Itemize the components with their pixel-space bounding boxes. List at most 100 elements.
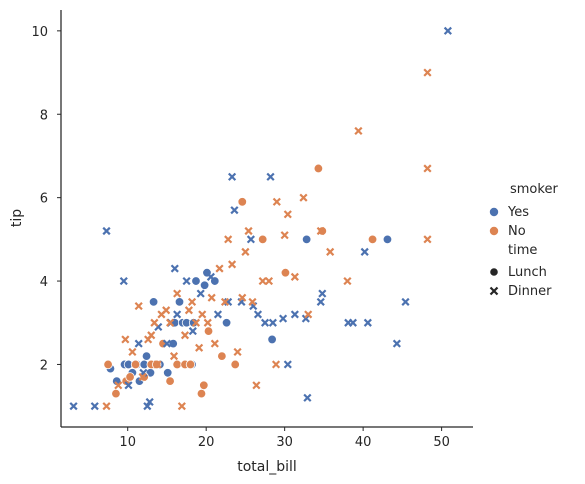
point-yes-dinner <box>228 172 237 181</box>
point-no-dinner <box>248 297 257 306</box>
point-no-dinner <box>187 297 197 306</box>
point-no-dinner <box>153 360 162 369</box>
point-yes-dinner <box>348 318 358 327</box>
legend: smoker Yes No time Lunch Dinner <box>488 182 558 299</box>
point-no-lunch <box>199 380 209 391</box>
point-no-lunch <box>185 359 196 370</box>
legend-label-dinner: Dinner <box>508 284 552 299</box>
point-yes-lunch <box>199 280 210 290</box>
point-yes-dinner <box>401 297 410 306</box>
legend-marker-yes <box>488 206 499 217</box>
point-no-dinner <box>203 318 212 327</box>
point-no-lunch <box>230 359 240 370</box>
point-no-dinner <box>304 310 313 319</box>
point-yes-dinner <box>182 276 191 286</box>
point-no-dinner <box>224 235 233 244</box>
legend-item-lunch: Lunch <box>489 265 547 280</box>
point-no-dinner <box>177 402 186 411</box>
point-yes-dinner <box>290 310 299 319</box>
y-axis-label: tip <box>9 209 25 227</box>
point-no-lunch <box>317 226 328 236</box>
point-no-dinner <box>244 226 253 236</box>
point-no-dinner <box>114 381 123 390</box>
point-no-dinner <box>423 68 432 77</box>
point-no-dinner <box>134 301 143 311</box>
scatter-marks <box>69 26 452 411</box>
point-no-lunch <box>111 388 121 399</box>
point-no-dinner <box>283 210 292 219</box>
point-no-dinner <box>184 306 193 315</box>
point-no-dinner <box>169 352 179 361</box>
point-yes-dinner <box>303 393 312 402</box>
point-yes-dinner <box>124 381 133 390</box>
point-no-dinner <box>264 276 274 286</box>
point-yes-lunch <box>174 297 185 307</box>
x-tick-label: 10 <box>119 435 136 450</box>
legend-marker-no <box>488 225 499 236</box>
y-tick-label: 10 <box>31 25 48 40</box>
point-yes-dinner <box>279 314 288 323</box>
legend-label-lunch: Lunch <box>508 265 547 280</box>
point-no-dinner <box>191 318 201 327</box>
point-no-dinner <box>354 126 363 136</box>
point-yes-dinner <box>102 226 111 236</box>
point-no-lunch <box>313 163 324 174</box>
point-no-dinner <box>198 310 207 319</box>
point-yes-dinner <box>246 235 255 244</box>
y-tick-label: 2 <box>40 358 48 373</box>
point-yes-dinner <box>134 339 143 348</box>
point-yes-lunch <box>191 276 201 286</box>
point-yes-dinner <box>301 314 310 323</box>
axes: 10 20 30 40 50 2 4 6 8 10 total_bill tip <box>9 10 473 475</box>
point-yes-lunch <box>188 318 199 328</box>
point-no-dinner <box>343 276 352 286</box>
legend-item-dinner: Dinner <box>489 284 552 299</box>
point-no-dinner <box>228 260 237 269</box>
legend-label-yes: Yes <box>507 205 529 220</box>
point-no-dinner <box>316 226 325 236</box>
point-no-lunch <box>203 326 214 336</box>
point-no-dinner <box>215 264 224 273</box>
point-yes-dinner <box>283 360 292 369</box>
point-no-dinner <box>138 372 147 382</box>
point-no-lunch <box>217 351 227 361</box>
point-no-dinner <box>423 164 432 173</box>
legend-hue-title: smoker <box>510 182 558 197</box>
point-yes-lunch <box>148 297 159 307</box>
point-yes-dinner <box>90 402 99 411</box>
point-no-lunch <box>103 359 113 370</box>
point-no-dinner <box>121 335 130 344</box>
legend-item-no: No <box>488 224 526 239</box>
point-no-dinner <box>252 381 261 390</box>
point-no-dinner <box>210 339 219 348</box>
point-no-dinner <box>102 402 111 411</box>
y-tick-label: 4 <box>40 275 48 290</box>
point-no-dinner <box>150 318 159 327</box>
legend-label-no: No <box>508 224 526 239</box>
point-yes-dinner <box>145 397 154 407</box>
x-axis-label: total_bill <box>237 459 297 475</box>
point-yes-lunch <box>168 338 178 349</box>
point-no-dinner <box>180 331 190 340</box>
point-no-dinner <box>299 193 308 202</box>
point-no-dinner <box>280 231 289 240</box>
point-yes-dinner <box>268 318 277 327</box>
x-tick-label: 30 <box>276 435 293 450</box>
point-yes-dinner <box>318 289 327 298</box>
x-tick-label: 20 <box>198 435 215 450</box>
point-yes-dinner <box>392 339 401 348</box>
point-no-dinner <box>147 331 156 340</box>
point-yes-dinner <box>143 402 152 411</box>
point-yes-dinner <box>119 276 128 286</box>
point-no-dinner <box>220 297 230 306</box>
point-no-dinner <box>258 276 267 286</box>
point-yes-dinner <box>170 264 179 273</box>
point-yes-dinner <box>188 327 197 336</box>
point-yes-lunch <box>267 334 277 345</box>
point-no-lunch <box>165 376 175 386</box>
x-tick-label: 50 <box>433 435 450 450</box>
point-yes-dinner <box>253 310 263 319</box>
point-no-dinner <box>173 289 182 298</box>
point-yes-dinner <box>173 310 182 319</box>
